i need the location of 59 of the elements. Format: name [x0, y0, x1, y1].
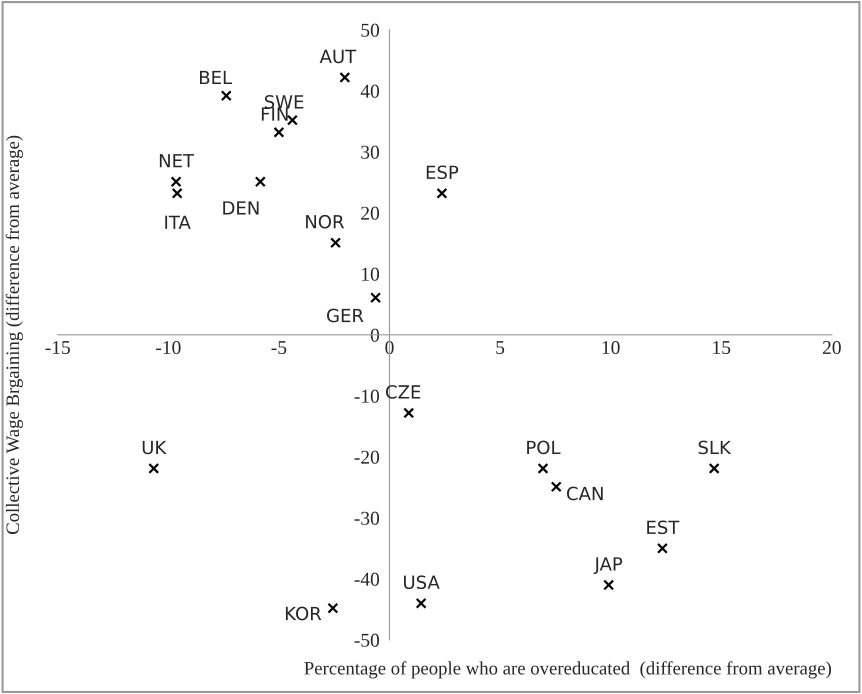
annotation: GER — [327, 308, 364, 322]
y-tick-label: 10 — [362, 268, 380, 281]
y-axis-title: Collective Wage Brgaining (difference from average) — [6, 136, 23, 534]
x-axis-title: Percentage of people who are overeducated (difference from average) — [304, 661, 831, 678]
annotation: KOR — [286, 606, 322, 620]
annotation: JAP — [594, 557, 622, 574]
point — [220, 90, 232, 102]
annotation: UK — [142, 440, 167, 454]
x-tick-label: 0 — [385, 340, 394, 354]
y-tick-label: -40 — [354, 572, 380, 586]
x-tick-label: -5 — [272, 341, 286, 354]
annotation: DEN — [223, 201, 259, 214]
annotation: SLK — [698, 440, 732, 454]
annotation: CZE — [386, 385, 420, 399]
point — [656, 542, 668, 554]
x-tick-label: 20 — [822, 340, 841, 354]
point — [327, 602, 338, 614]
annotation: POL — [527, 440, 560, 454]
annotation: NOR — [306, 214, 344, 229]
x-tick-label: 10 — [602, 340, 620, 354]
point — [370, 292, 382, 304]
point — [537, 462, 548, 474]
point — [550, 481, 562, 492]
point — [170, 176, 182, 188]
y-tick-label: -20 — [354, 450, 380, 464]
annotation: FIN — [262, 107, 288, 121]
point — [436, 188, 448, 199]
annotation: ITA — [165, 216, 191, 229]
annotation: SWE — [264, 95, 304, 109]
annotation: BEL — [200, 70, 232, 84]
y-tick-label: 0 — [370, 328, 380, 342]
y-tick-label: 30 — [361, 146, 380, 159]
annotation: EST — [647, 520, 680, 534]
point — [254, 176, 266, 188]
y-tick-label: 20 — [361, 206, 380, 220]
annotation: ESP — [426, 165, 458, 180]
annotation: CAN — [566, 486, 603, 500]
point — [403, 407, 414, 418]
y-tick-label: 50 — [361, 24, 380, 37]
y-tick-label: -50 — [354, 634, 380, 647]
x-tick-label: -15 — [46, 341, 70, 354]
point — [708, 462, 720, 474]
point — [330, 237, 342, 248]
point — [273, 126, 284, 138]
x-tick-label: 5 — [496, 341, 504, 354]
annotation: NET — [160, 154, 194, 168]
annotation: AUT — [320, 50, 356, 64]
point — [286, 114, 298, 126]
y-tick-label: -10 — [354, 390, 380, 403]
x-tick-label: 15 — [713, 341, 730, 354]
point — [603, 579, 614, 590]
x-tick-label: -10 — [156, 340, 181, 354]
point — [416, 598, 427, 609]
y-tick-label: 40 — [360, 84, 380, 98]
point — [339, 72, 350, 83]
point — [148, 462, 160, 474]
point — [172, 188, 183, 199]
y-tick-label: -30 — [354, 512, 380, 525]
annotation: USA — [404, 575, 440, 590]
